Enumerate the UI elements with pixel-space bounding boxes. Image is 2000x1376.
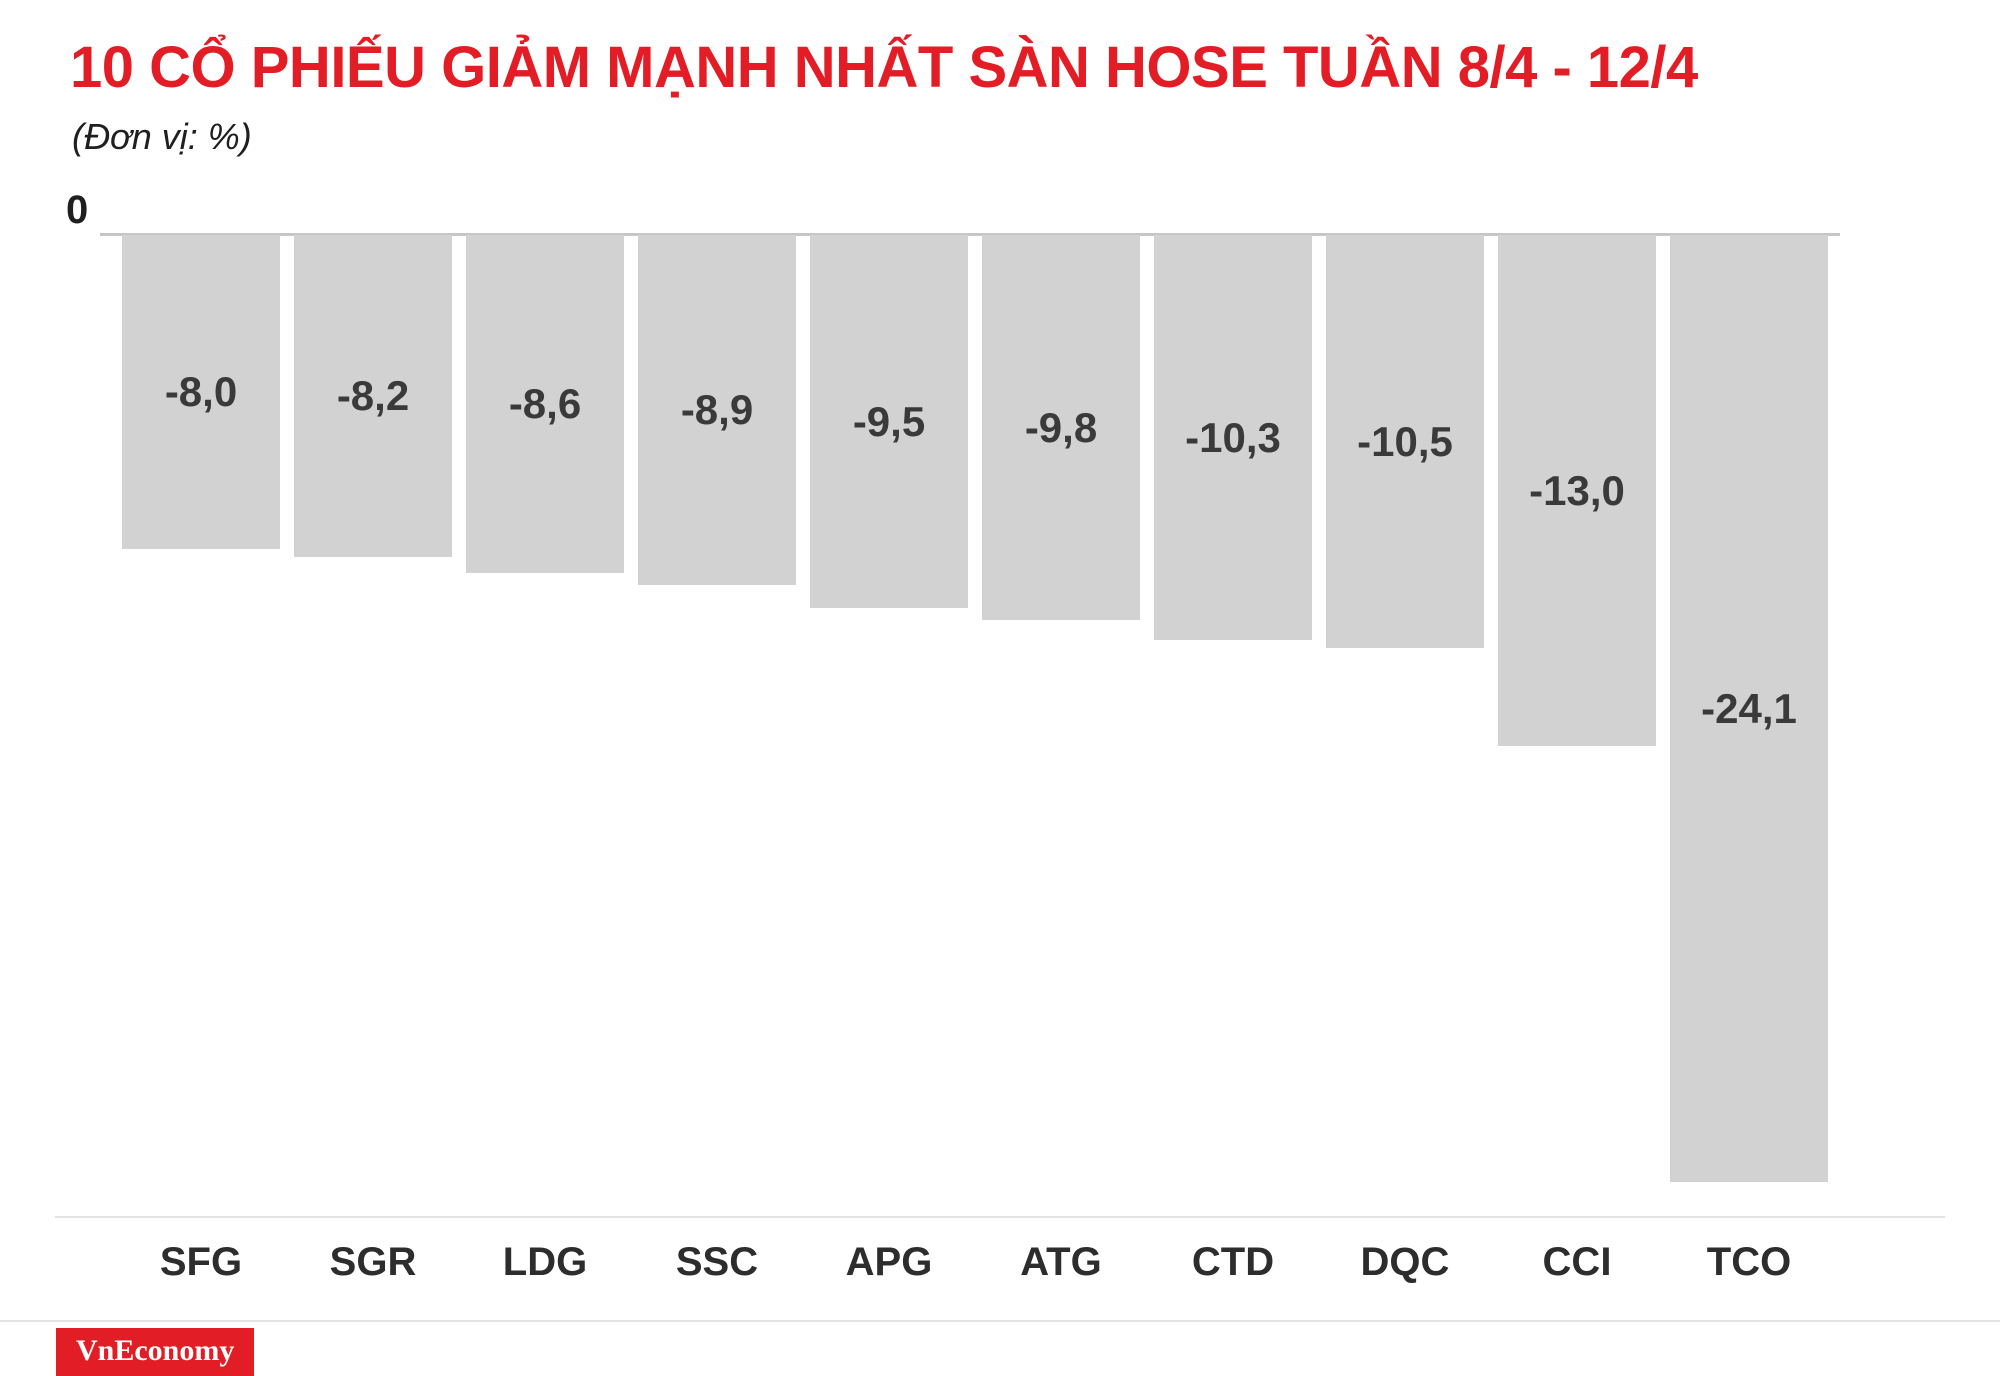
bar-sgr: -8,2 xyxy=(294,235,452,557)
category-label-ssc: SSC xyxy=(675,1240,759,1284)
y-axis-zero-label: 0 xyxy=(66,188,89,232)
bar-apg: -9,5 xyxy=(810,235,968,608)
bar-value-label: -9,8 xyxy=(1024,403,1098,451)
bar-dqc: -10,5 xyxy=(1326,235,1484,648)
bar-value-label: -8,6 xyxy=(508,380,582,427)
bar-sfg: -8,0 xyxy=(122,235,280,549)
footer-divider-line xyxy=(0,1320,2000,1322)
bar-value-label: -24,1 xyxy=(1701,684,1797,732)
category-label-cci: CCI xyxy=(1542,1240,1612,1284)
chart-title: 10 CỔ PHIẾU GIẢM MẠNH NHẤT SÀN HOSE TUẦN… xyxy=(70,35,1698,100)
bar-value-label: -13,0 xyxy=(1529,466,1625,514)
bar-value-label: -8,9 xyxy=(680,386,754,433)
category-label-atg: ATG xyxy=(1020,1240,1102,1284)
zero-axis-line xyxy=(100,233,1840,236)
bar-value-label: -10,3 xyxy=(1185,413,1281,461)
category-label-ldg: LDG xyxy=(502,1240,588,1284)
bar-value-label: -8,0 xyxy=(164,368,238,415)
category-label-tco: TCO xyxy=(1706,1240,1792,1284)
bar-tco: -24,1 xyxy=(1670,235,1828,1182)
bars-container: -8,0 -8,2 -8,6 -8,9 -9,5 -9,8 -10,3 -10,5 -13,0 -… xyxy=(122,235,1828,1182)
category-label-sfg: SFG xyxy=(159,1240,243,1284)
bar-ssc: -8,9 xyxy=(638,235,796,585)
bar-ctd: -10,3 xyxy=(1154,235,1312,640)
category-label-sgr: SGR xyxy=(329,1240,417,1284)
bar-value-label: -10,5 xyxy=(1357,417,1453,465)
bar-cci: -13,0 xyxy=(1498,235,1656,746)
bar-value-label: -8,2 xyxy=(336,372,410,419)
chart-unit-subtitle: (Đơn vị: %) xyxy=(72,116,252,157)
category-separator-line xyxy=(55,1216,1945,1218)
bar-value-label: -9,5 xyxy=(852,397,926,445)
bar-ldg: -8,6 xyxy=(466,235,624,573)
category-labels-row: SFG SGR LDG SSC APG ATG CTD DQC CCI TCO xyxy=(122,1240,1828,1285)
bar-atg: -9,8 xyxy=(982,235,1140,620)
category-label-ctd: CTD xyxy=(1191,1240,1275,1284)
category-label-dqc: DQC xyxy=(1360,1240,1450,1284)
vneconomy-logo: VnEconomy xyxy=(56,1328,255,1376)
category-label-apg: APG xyxy=(845,1240,933,1284)
